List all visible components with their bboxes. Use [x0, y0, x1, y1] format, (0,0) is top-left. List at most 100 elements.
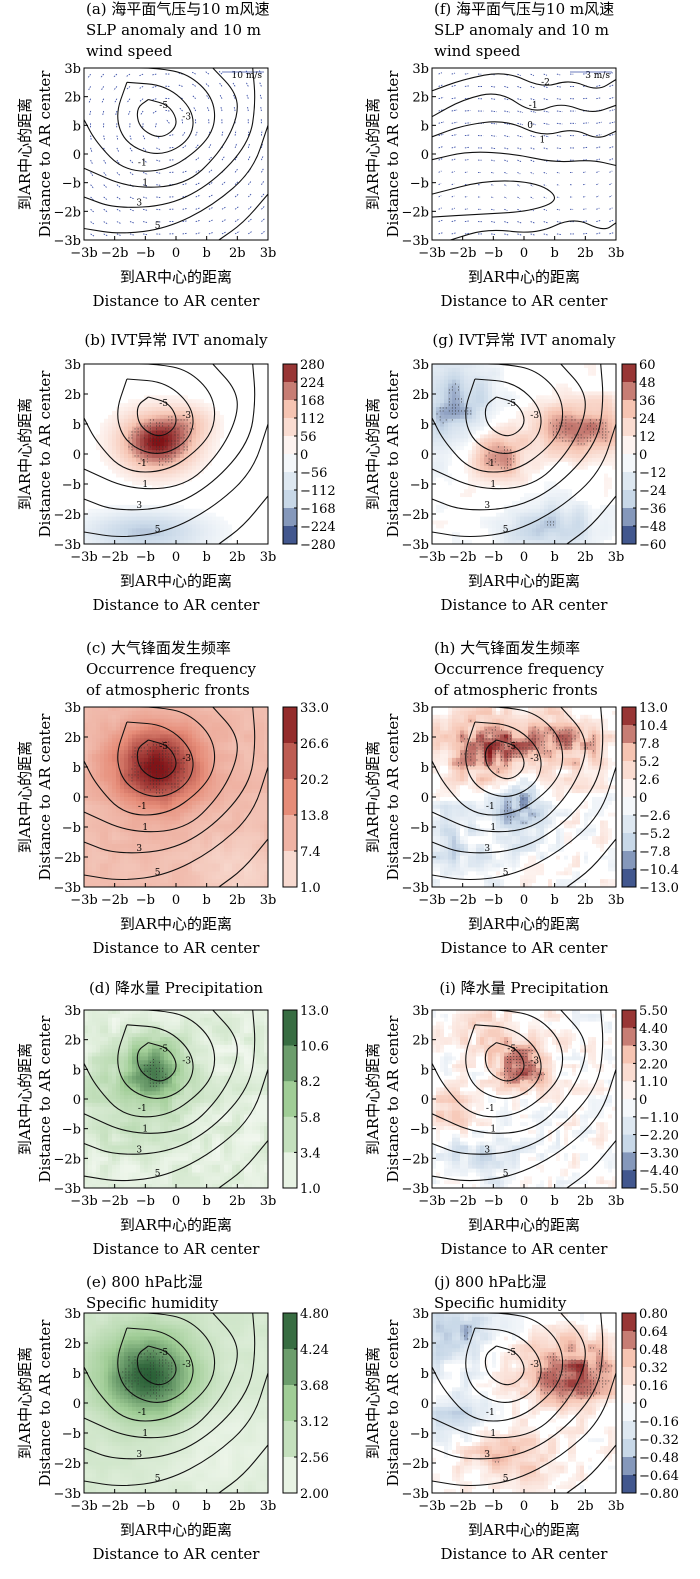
heatmap-cell — [592, 407, 597, 412]
heatmap-cell — [432, 520, 437, 525]
heatmap-cell — [604, 367, 609, 373]
heatmap-cell — [596, 438, 601, 443]
heatmap-cell — [464, 520, 469, 525]
wind-vector — [543, 122, 550, 125]
heatmap-cell — [200, 508, 205, 514]
heatmap-cell — [488, 524, 493, 529]
heatmap-cell — [212, 434, 217, 439]
heatmap-cell — [208, 422, 213, 428]
heatmap-cell — [220, 375, 225, 381]
heatmap-cell — [188, 512, 193, 518]
heatmap-cell — [508, 461, 513, 467]
heatmap-cell — [432, 430, 437, 435]
heatmap-cell — [152, 418, 157, 424]
heatmap-cell — [552, 512, 557, 518]
heatmap-cell — [252, 477, 257, 482]
heatmap-cell — [472, 418, 477, 424]
heatmap-cell — [148, 383, 153, 388]
heatmap-cell — [500, 422, 505, 428]
heatmap-cell — [484, 516, 489, 521]
heatmap-cell — [180, 512, 185, 518]
heatmap-cell — [496, 418, 501, 424]
heatmap-cell — [484, 367, 489, 373]
heatmap-cell — [440, 528, 445, 533]
heatmap-cell — [432, 500, 437, 506]
heatmap-cell — [136, 477, 141, 482]
heatmap-cell — [568, 379, 573, 384]
heatmap-cell — [556, 418, 561, 424]
heatmap-cell — [200, 520, 205, 525]
heatmap-cell — [236, 500, 241, 506]
heatmap-cell — [476, 446, 481, 451]
heatmap-cell — [196, 367, 201, 373]
wind-vector — [169, 146, 175, 149]
heatmap-cell — [192, 399, 197, 404]
heatmap-cell — [568, 454, 573, 459]
heatmap-cell — [224, 422, 229, 428]
heatmap-cell — [228, 524, 233, 529]
heatmap-cell — [264, 520, 269, 525]
heatmap-cell — [220, 516, 225, 521]
heatmap-cell — [548, 418, 553, 424]
heatmap-cell — [608, 520, 613, 525]
stipple-dot — [171, 422, 173, 424]
heatmap-cell — [140, 465, 145, 471]
heatmap-cell — [104, 536, 109, 541]
heatmap-cell — [536, 524, 541, 529]
heatmap-cell — [468, 469, 473, 474]
heatmap-cell — [432, 508, 437, 514]
heatmap-cell — [444, 489, 449, 494]
heatmap-cell — [468, 399, 473, 404]
heatmap-cell — [516, 383, 521, 388]
heatmap-cell — [588, 457, 593, 463]
heatmap-cell — [504, 516, 509, 521]
stipple-dot — [455, 404, 456, 406]
heatmap-cell — [572, 371, 577, 377]
heatmap-cell — [260, 477, 265, 482]
heatmap-cell — [148, 477, 153, 482]
heatmap-cell — [172, 454, 177, 459]
heatmap-cell — [236, 414, 241, 420]
heatmap-cell — [204, 536, 209, 541]
wind-vector — [247, 155, 251, 161]
heatmap-cell — [584, 469, 589, 474]
heatmap-cell — [208, 520, 213, 525]
heatmap-cell — [560, 379, 565, 384]
heatmap-cell — [128, 461, 133, 467]
heatmap-cell — [156, 371, 161, 377]
heatmap-cell — [476, 477, 481, 482]
heatmap-cell — [472, 500, 477, 506]
heatmap-cell — [160, 508, 165, 514]
heatmap-cell — [164, 481, 169, 486]
heatmap-cell — [244, 371, 249, 377]
heatmap-cell — [436, 364, 441, 369]
heatmap-cell — [432, 457, 437, 463]
slp-contours — [83, 363, 269, 545]
heatmap-cell — [204, 524, 209, 529]
heatmap-cell — [540, 497, 545, 502]
heatmap-cell — [220, 536, 225, 541]
heatmap-cell — [556, 500, 561, 506]
heatmap-cell — [480, 536, 485, 541]
wind-vector — [142, 171, 148, 176]
heatmap-cell — [548, 536, 553, 541]
stipple-dot — [168, 428, 170, 430]
heatmap-cell — [112, 442, 117, 447]
wind-vector — [156, 208, 162, 211]
heatmap-cell — [244, 430, 249, 435]
heatmap-cell — [168, 414, 173, 420]
heatmap-cell — [212, 371, 217, 377]
heatmap-cell — [248, 403, 253, 408]
heatmap-cell — [144, 516, 149, 521]
heatmap-cell — [124, 446, 129, 451]
heatmap-cell — [144, 426, 149, 431]
stipple-dot — [461, 401, 462, 403]
heatmap-cell — [456, 524, 461, 529]
heatmap-cell — [204, 461, 209, 467]
heatmap-cell — [208, 383, 213, 388]
stipple-dot — [448, 404, 450, 406]
heatmap-cell — [188, 465, 193, 471]
heatmap-cell — [484, 391, 489, 396]
heatmap-cell — [120, 493, 125, 498]
heatmap-cell — [184, 536, 189, 541]
